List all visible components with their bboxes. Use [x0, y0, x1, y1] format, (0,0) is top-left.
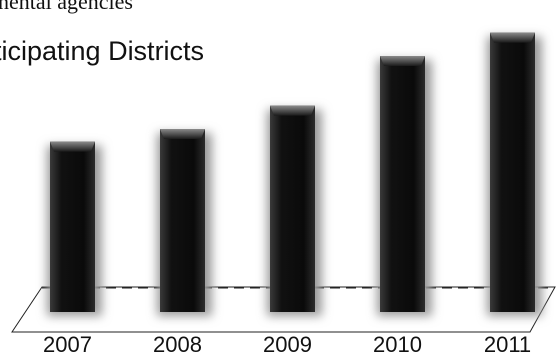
chart-title: ticipating Districts: [0, 36, 204, 66]
tick-label-2008: 2008: [153, 332, 202, 355]
tick-labels: 2007 2008 2009 2010 2011: [43, 332, 531, 355]
bar-top-bevel: [380, 56, 425, 67]
bars-layer: [47, 32, 542, 317]
bar-2009: [267, 105, 322, 316]
bar-2010: [377, 56, 432, 316]
bar-2007: [47, 141, 102, 316]
bar-top-bevel: [270, 105, 315, 116]
tick-label-2010: 2010: [373, 332, 422, 355]
bar-2008: [157, 129, 212, 316]
bar-face: [160, 129, 205, 312]
tick-label-2009: 2009: [263, 332, 312, 355]
bar-face: [490, 32, 535, 313]
bar-2011: [487, 32, 542, 317]
tick-label-2011: 2011: [484, 332, 531, 355]
bar-top-bevel: [50, 141, 95, 152]
bar-face: [270, 105, 315, 312]
bar-face: [380, 56, 425, 312]
bar-face: [50, 141, 95, 312]
tick-label-2007: 2007: [43, 332, 92, 355]
bar-top-bevel: [160, 129, 205, 140]
bar-top-bevel: [490, 32, 535, 43]
clipped-header-text: nental agencies: [0, 0, 133, 14]
